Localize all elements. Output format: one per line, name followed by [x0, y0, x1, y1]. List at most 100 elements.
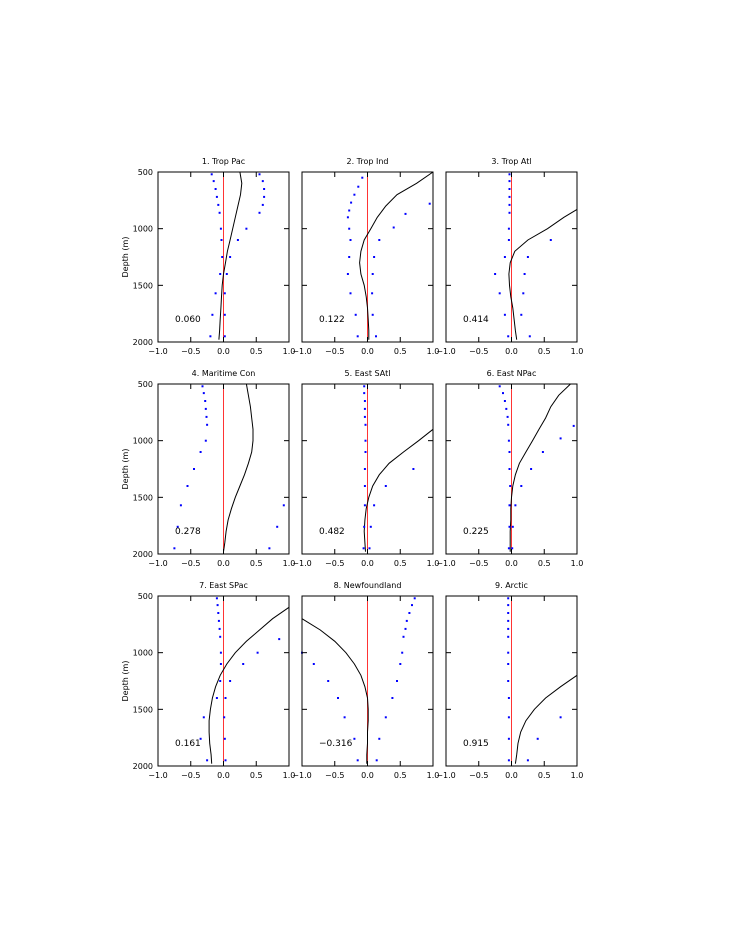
data-point	[508, 468, 511, 470]
x-tick-label: 0.5	[538, 771, 551, 780]
data-point	[514, 504, 517, 507]
data-point	[508, 451, 511, 453]
data-point	[523, 273, 526, 275]
data-point	[349, 292, 352, 295]
data-point	[357, 185, 360, 188]
x-tick-label: −1.0	[436, 347, 455, 356]
data-point	[507, 627, 510, 630]
data-point	[508, 525, 511, 528]
panel-title: 7. East SPac	[199, 581, 248, 590]
y-tick-label: 1500	[133, 281, 153, 290]
data-point	[204, 439, 207, 442]
data-point	[511, 525, 514, 528]
data-point	[179, 504, 182, 507]
x-tick-label: 1.0	[283, 559, 296, 568]
y-tick-label: 2000	[133, 550, 153, 559]
x-tick-label: −0.5	[469, 771, 488, 780]
x-tick-label: 0.0	[361, 347, 374, 356]
data-point	[530, 468, 533, 470]
model-line	[301, 618, 369, 764]
data-point	[223, 292, 226, 295]
data-point	[520, 485, 523, 487]
panel-1: 1. Trop Pac −1.0 −0.5 0.0 0.5 1.0 500 1000 1500 2…	[121, 157, 295, 356]
correlation-label: 0.122	[319, 315, 345, 325]
data-point	[327, 680, 330, 682]
data-point	[346, 273, 349, 275]
data-point	[536, 737, 539, 740]
data-point	[348, 256, 351, 258]
data-point	[363, 407, 366, 410]
data-point	[572, 424, 575, 427]
data-point	[508, 195, 511, 198]
x-tick-label: 0.0	[505, 771, 518, 780]
y-tick-label: 1500	[133, 705, 153, 714]
data-point	[498, 292, 501, 295]
data-point	[348, 209, 351, 212]
data-point	[215, 195, 218, 198]
correlation-label: 0.225	[463, 527, 489, 537]
data-point	[217, 203, 220, 206]
data-point	[507, 423, 510, 426]
panel-7: 7. East SPac −1.0 −0.5 0.0 0.5 1.0 500 1000 1500…	[121, 581, 295, 780]
x-tick-label: 0.5	[538, 347, 551, 356]
data-point	[210, 173, 213, 176]
data-point	[205, 415, 208, 418]
data-point	[503, 256, 506, 258]
x-tick-label: 0.5	[538, 559, 551, 568]
panel-title: 5. East SAtl	[345, 369, 391, 378]
model-line	[208, 606, 290, 764]
data-point	[528, 335, 531, 338]
data-point	[405, 619, 408, 622]
data-point	[392, 226, 395, 229]
data-point	[509, 485, 512, 487]
data-point	[507, 619, 510, 622]
data-point	[508, 504, 511, 507]
data-point	[404, 212, 407, 215]
data-point	[256, 651, 259, 654]
data-point	[368, 547, 371, 550]
panel-title: 1. Trop Pac	[202, 157, 245, 166]
data-point	[223, 313, 226, 316]
data-point	[408, 612, 411, 614]
data-point	[413, 597, 416, 600]
y-tick-label: 1500	[133, 493, 153, 502]
x-tick-label: −0.5	[181, 559, 200, 568]
panel-title: 4. Maritime Con	[192, 369, 256, 378]
data-point	[508, 203, 511, 206]
data-point	[402, 635, 405, 638]
data-point	[201, 385, 204, 388]
y-tick-label: 500	[138, 592, 153, 601]
data-point	[219, 680, 222, 682]
x-tick-label: 1.0	[283, 771, 296, 780]
data-point	[511, 547, 514, 550]
data-point	[378, 239, 381, 241]
data-point	[261, 203, 264, 206]
data-point	[353, 737, 356, 740]
x-tick-label: 1.0	[571, 347, 584, 356]
data-point	[384, 716, 387, 719]
x-tick-label: 1.0	[427, 347, 440, 356]
data-point	[428, 202, 431, 205]
data-point	[371, 273, 374, 275]
data-point	[520, 313, 523, 316]
data-point	[507, 651, 510, 654]
data-point	[508, 173, 511, 176]
x-tick-label: 1.0	[571, 771, 584, 780]
correlation-label: 0.414	[463, 315, 489, 325]
x-tick-label: 0.0	[361, 559, 374, 568]
data-point	[349, 239, 352, 241]
x-tick-label: 0.5	[394, 559, 407, 568]
data-point	[378, 737, 381, 740]
data-point	[199, 451, 202, 453]
data-point	[245, 227, 248, 230]
x-tick-label: −0.5	[325, 771, 344, 780]
x-tick-label: 0.5	[250, 347, 263, 356]
x-tick-label: −1.0	[436, 771, 455, 780]
x-tick-label: −1.0	[436, 559, 455, 568]
data-point	[559, 437, 562, 440]
data-point	[202, 716, 205, 719]
data-point	[173, 547, 176, 550]
data-point	[506, 415, 509, 418]
data-point	[356, 759, 359, 762]
model-line	[223, 383, 254, 552]
